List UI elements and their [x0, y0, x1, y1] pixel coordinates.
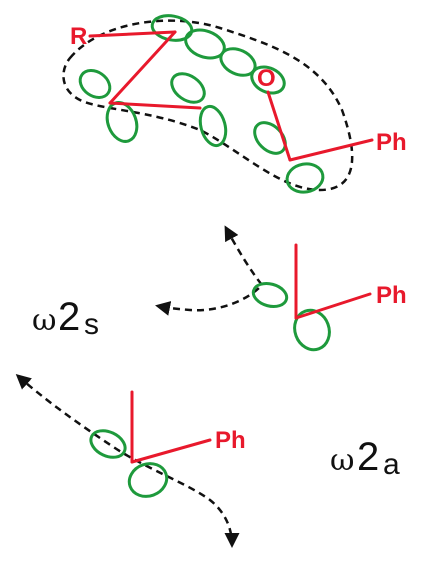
bond-c1-c2 — [108, 30, 177, 105]
mode-number: 2 — [58, 295, 80, 339]
bond-r-c1 — [88, 30, 177, 38]
orbital-lobe — [251, 281, 289, 309]
bond-o-c4 — [266, 90, 292, 162]
mode-label-w2a: ω 2 a — [330, 435, 400, 481]
atom-label-ph: Ph — [376, 282, 407, 309]
motion-arrow-s — [155, 225, 264, 316]
bond-c4-ph — [288, 138, 374, 162]
mode-s: Ph ω 2 s — [32, 225, 407, 352]
omega-symbol: ω — [330, 443, 354, 478]
bond-ph — [294, 292, 372, 320]
mode-a: Ph ω 2 a — [15, 374, 400, 548]
atom-label-ph: Ph — [376, 129, 407, 156]
orbital-lobe — [250, 65, 286, 95]
orbital-lobe — [285, 162, 325, 194]
top-orbitals — [78, 14, 325, 194]
orbital-lobe — [127, 462, 169, 498]
orbital-lobe — [78, 69, 112, 99]
top-structure: R O Ph — [62, 14, 407, 194]
orbital-lobe — [198, 104, 228, 148]
top-bonds — [88, 30, 374, 162]
atom-label-o: O — [257, 65, 276, 92]
orbital-lobe — [170, 72, 206, 104]
mode-label-w2s: ω 2 s — [32, 295, 99, 341]
bond-ph — [130, 438, 212, 464]
motion-arrow-a — [15, 374, 240, 548]
mode-subscript: s — [84, 308, 99, 341]
atom-label-ph: Ph — [215, 427, 246, 454]
orbital-lobe — [253, 121, 287, 155]
mode-subscript: a — [383, 448, 400, 481]
orbital-lobe — [293, 308, 331, 352]
dashed-envelope — [62, 19, 354, 192]
omega-symbol: ω — [32, 303, 56, 338]
atom-label-r: R — [70, 23, 87, 50]
mode-number: 2 — [357, 435, 379, 479]
bond-c2-c3 — [108, 101, 202, 110]
orbital-lobe — [89, 429, 127, 459]
